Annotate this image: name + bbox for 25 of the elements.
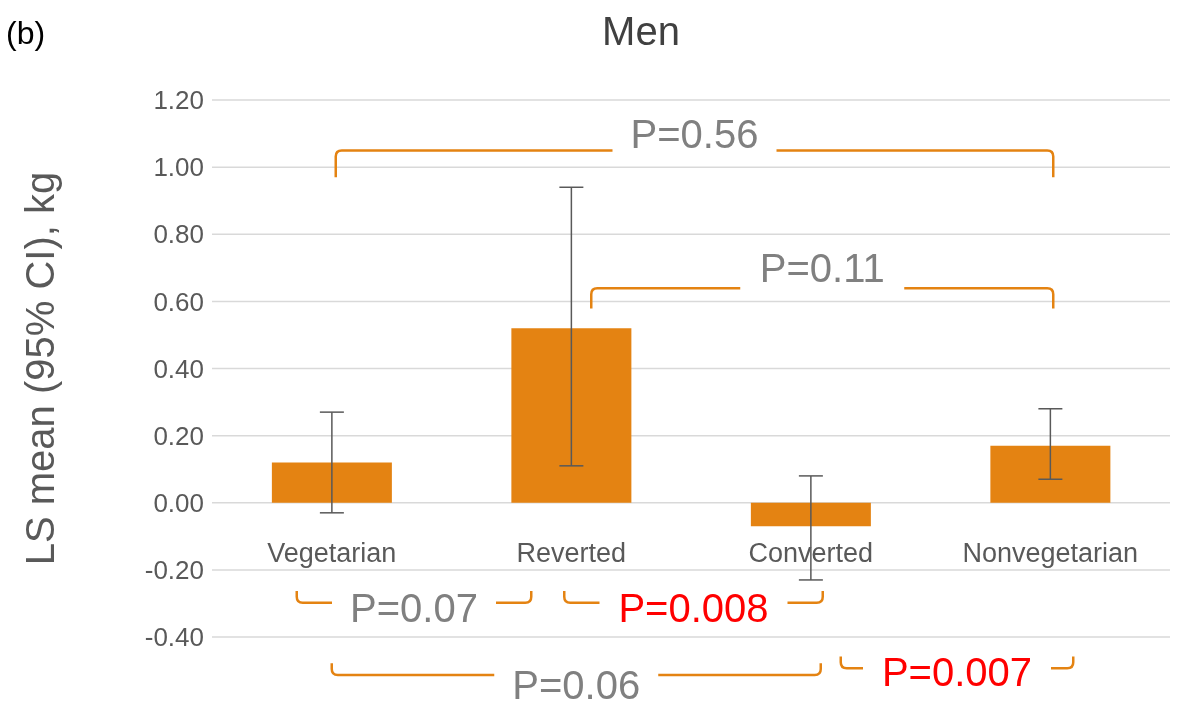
y-tick-label: 0.40 [153, 353, 204, 384]
annotation: P=0.11 [759, 246, 885, 291]
chart-title: Men [602, 9, 680, 53]
annotation: P=0.008 [618, 585, 769, 630]
y-tick-label: 0.60 [153, 286, 204, 317]
x-tick-label: Nonvegetarian [962, 537, 1139, 568]
bar [990, 445, 1111, 503]
y-axis-title: LS mean (95% CI), kg [18, 171, 63, 566]
x-tick-label: Reverted [516, 537, 627, 568]
bar [511, 328, 632, 503]
bar [271, 462, 392, 503]
y-tick-label: 0.00 [153, 487, 204, 518]
text: (b) [6, 15, 46, 51]
annotation: P=0.56 [630, 111, 759, 156]
annotation: P=0.07 [350, 585, 478, 630]
y-tick-label: 1.20 [153, 85, 204, 116]
x-tick-label: Vegetarian [267, 537, 397, 568]
y-tick-label: 1.00 [153, 152, 204, 183]
y-tick-label: 0.80 [153, 219, 204, 250]
y-tick-label: -0.40 [144, 622, 204, 653]
y-tick-label: 0.20 [153, 420, 204, 451]
text: P=0.06 [512, 663, 641, 704]
y-tick-label: -0.20 [144, 555, 204, 586]
bar [750, 502, 871, 527]
text: P=0.007 [881, 649, 1033, 694]
